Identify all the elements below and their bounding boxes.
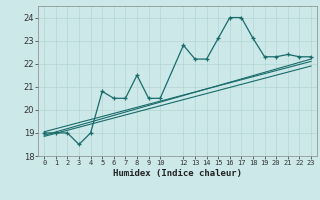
X-axis label: Humidex (Indice chaleur): Humidex (Indice chaleur) — [113, 169, 242, 178]
